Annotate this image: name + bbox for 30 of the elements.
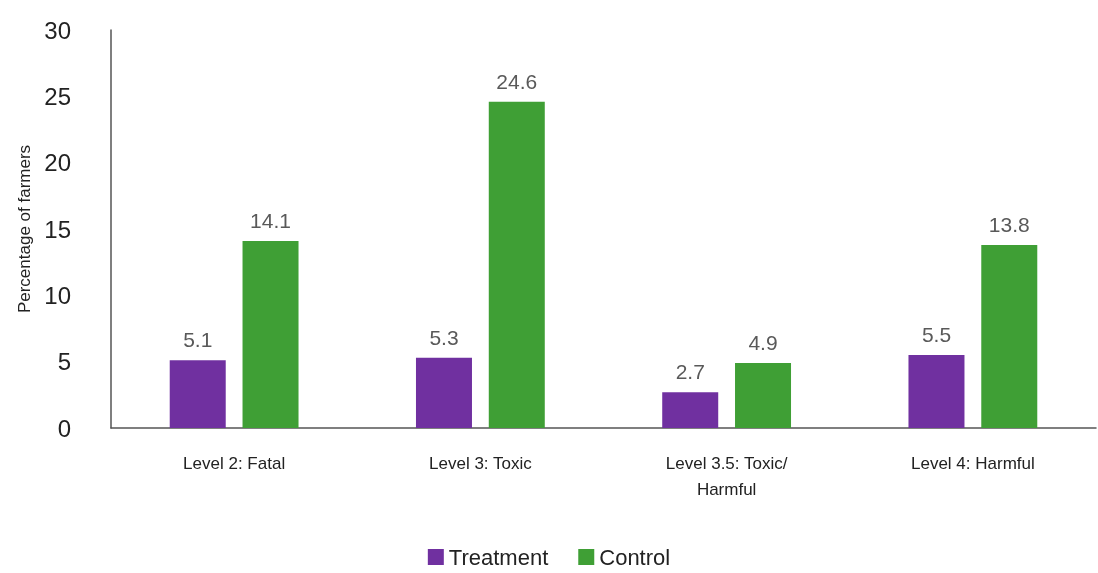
bar [908, 355, 965, 428]
y-tick-label: 30 [44, 16, 71, 44]
data-label: 5.3 [429, 325, 459, 349]
x-tick-label: Level 2: Fatal [183, 453, 286, 473]
data-label: 13.8 [988, 212, 1030, 236]
x-tick-label: Level 3.5: Toxic/Harmful [665, 453, 788, 499]
data-label: 5.5 [921, 323, 952, 347]
data-label: 14.1 [250, 208, 291, 232]
bar [981, 244, 1038, 428]
bar [415, 357, 472, 428]
data-label: 5.1 [183, 328, 213, 352]
data-label: 24.6 [496, 69, 538, 93]
x-tick-label: Level 4: Harmful [910, 453, 1035, 473]
y-tick-label: 10 [44, 281, 71, 309]
bar [169, 360, 226, 428]
legend-label: Treatment [448, 544, 549, 570]
bar [662, 392, 719, 428]
y-tick-label: 0 [57, 414, 71, 442]
data-label: 2.7 [675, 360, 705, 384]
y-tick-label: 20 [44, 149, 71, 177]
bar [242, 240, 299, 428]
bar [735, 362, 792, 428]
legend-label: Control [599, 544, 671, 570]
data-label: 4.9 [748, 330, 778, 354]
y-tick-label: 5 [57, 348, 71, 376]
y-tick-label: 15 [44, 215, 71, 243]
x-tick-label: Level 3: Toxic [429, 453, 533, 473]
y-tick-label: 25 [44, 82, 71, 110]
y-axis-title: Percentage of farmers [15, 144, 34, 314]
bar [488, 101, 545, 428]
